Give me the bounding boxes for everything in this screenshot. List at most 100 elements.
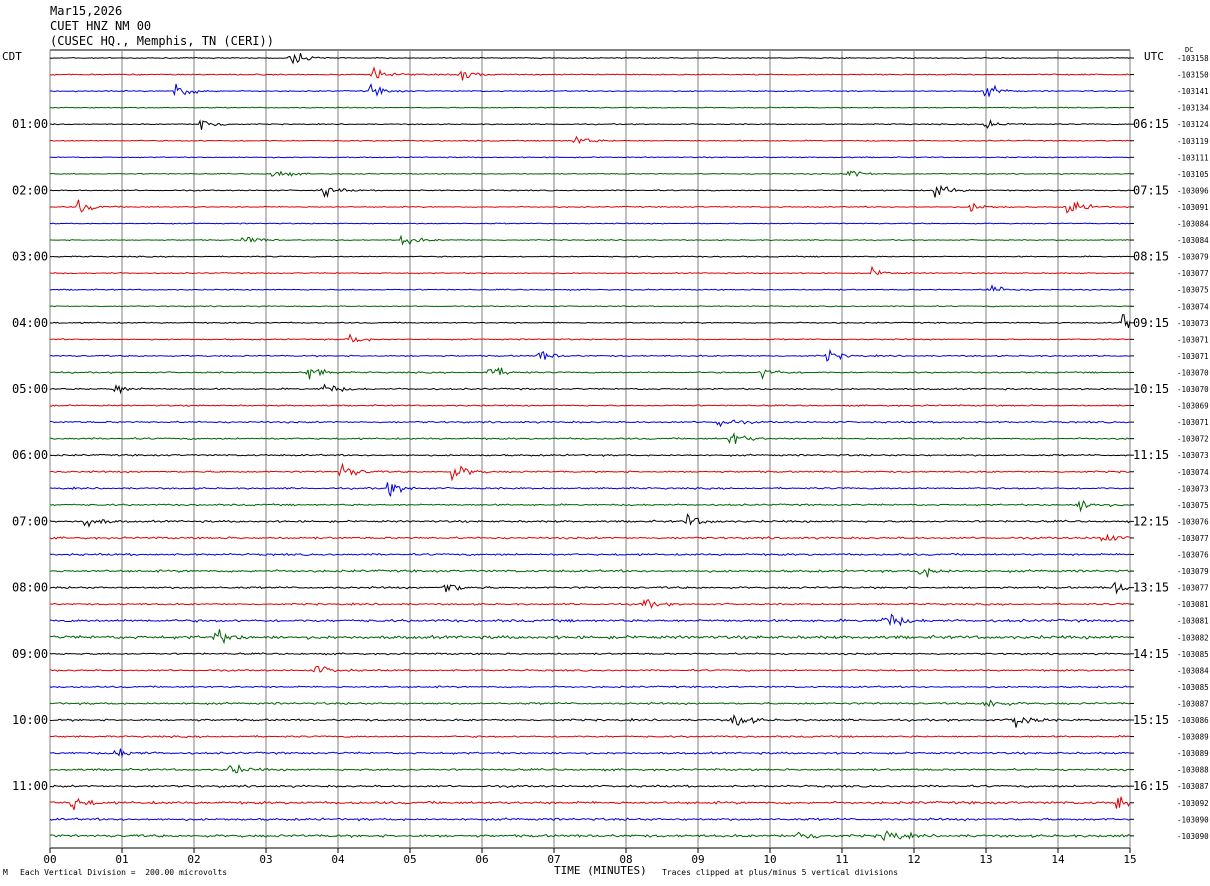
dc-offset-label: -103076 bbox=[1177, 551, 1209, 560]
dc-offset-label: -103073 bbox=[1177, 484, 1209, 493]
x-tick-label: 08 bbox=[619, 853, 632, 866]
seismic-trace bbox=[49, 118, 1131, 130]
dc-offset-label: -103081 bbox=[1177, 617, 1209, 626]
x-tick-label: 07 bbox=[547, 853, 560, 866]
left-hour-label: 10:00 bbox=[12, 713, 48, 727]
seismic-trace bbox=[49, 106, 1130, 109]
seismic-trace bbox=[49, 222, 1131, 225]
dc-offset-label: -103150 bbox=[1177, 71, 1209, 80]
seismic-trace bbox=[49, 499, 1131, 513]
seismic-trace bbox=[49, 333, 1131, 343]
seismic-trace bbox=[49, 419, 1131, 428]
right-hour-label: 07:15 bbox=[1133, 183, 1169, 197]
left-hour-label: 07:00 bbox=[12, 514, 48, 528]
left-hour-label: 09:00 bbox=[12, 647, 48, 661]
dc-offset-label: -103141 bbox=[1177, 87, 1209, 96]
seismic-trace bbox=[49, 184, 1131, 199]
dc-offset-label: -103091 bbox=[1177, 203, 1209, 212]
left-hour-label: 08:00 bbox=[12, 581, 48, 595]
seismic-trace bbox=[49, 156, 1131, 159]
seismic-trace bbox=[49, 699, 1131, 708]
left-hour-label: 04:00 bbox=[12, 316, 48, 330]
seismic-trace bbox=[49, 817, 1131, 822]
dc-offset-label: -103070 bbox=[1177, 368, 1209, 377]
seismic-trace bbox=[49, 367, 1131, 380]
x-tick-label: 06 bbox=[475, 853, 488, 866]
seismic-trace bbox=[49, 552, 1131, 557]
right-hour-label: 06:15 bbox=[1133, 117, 1169, 131]
dc-offset-label: -103085 bbox=[1177, 650, 1209, 659]
seismic-trace bbox=[49, 748, 1131, 758]
dc-offset-label: -103087 bbox=[1177, 782, 1209, 791]
dc-offset-label: -103158 bbox=[1177, 54, 1209, 63]
seismic-trace bbox=[49, 567, 1131, 578]
dc-offset-label: -103111 bbox=[1177, 153, 1209, 162]
seismic-trace bbox=[49, 265, 1131, 276]
dc-offset-label: -103084 bbox=[1177, 236, 1209, 245]
x-tick-label: 09 bbox=[691, 853, 704, 866]
dc-offset-label: -103074 bbox=[1177, 468, 1209, 477]
seismic-trace bbox=[49, 52, 1131, 65]
header-date: Mar15,2026 bbox=[50, 4, 123, 18]
dc-offset-label: -103089 bbox=[1177, 733, 1209, 742]
dc-offset-label: -103090 bbox=[1177, 832, 1209, 841]
left-hour-label: 11:00 bbox=[12, 779, 48, 793]
x-tick-label: 13 bbox=[979, 853, 992, 866]
seismic-trace bbox=[49, 383, 1131, 395]
right-hour-label: 14:15 bbox=[1133, 647, 1169, 661]
x-tick-label: 01 bbox=[115, 853, 128, 866]
dc-offset-label: -103074 bbox=[1177, 302, 1209, 311]
dc-offset-label: -103084 bbox=[1177, 666, 1209, 675]
dc-offset-label: -103085 bbox=[1177, 683, 1209, 692]
dc-offset-label: -103075 bbox=[1177, 501, 1209, 510]
seismic-trace bbox=[49, 305, 1131, 308]
seismic-trace bbox=[49, 734, 1131, 739]
right-zone-label: UTC bbox=[1144, 50, 1164, 63]
x-tick-label: 05 bbox=[403, 853, 416, 866]
dc-offset-label: -103070 bbox=[1177, 385, 1209, 394]
seismic-trace bbox=[49, 629, 1131, 645]
dc-offset-label: -103082 bbox=[1177, 633, 1209, 642]
seismic-trace bbox=[49, 581, 1131, 595]
x-axis-title: TIME (MINUTES) bbox=[554, 864, 647, 877]
dc-offset-label: -103134 bbox=[1177, 104, 1209, 113]
seismic-trace bbox=[49, 830, 1131, 842]
seismic-trace bbox=[49, 599, 1131, 610]
dc-offset-label: -103071 bbox=[1177, 418, 1209, 427]
seismic-trace bbox=[49, 533, 1131, 542]
header-station: CUET HNZ NM 00 bbox=[50, 19, 152, 33]
right-hour-label: 08:15 bbox=[1133, 250, 1169, 264]
seismic-trace bbox=[49, 199, 1131, 214]
dc-offset-label: -103084 bbox=[1177, 220, 1209, 229]
dc-offset-label: -103071 bbox=[1177, 352, 1209, 361]
dc-offset-label: -103088 bbox=[1177, 766, 1209, 775]
dc-offset-label: -103086 bbox=[1177, 716, 1209, 725]
dc-offset-label: -103105 bbox=[1177, 170, 1209, 179]
corner-mark: M bbox=[3, 868, 8, 877]
left-hour-label: 06:00 bbox=[12, 448, 48, 462]
dc-offset-label: -103079 bbox=[1177, 253, 1209, 262]
dc-offset-label: -103081 bbox=[1177, 600, 1209, 609]
header-location: (CUSEC HQ., Memphis, TN (CERI)) bbox=[50, 34, 274, 48]
dc-offset-label: -103092 bbox=[1177, 799, 1209, 808]
seismic-trace bbox=[49, 513, 1131, 528]
seismic-trace bbox=[49, 685, 1131, 689]
seismic-trace bbox=[49, 234, 1131, 246]
seismic-trace bbox=[49, 796, 1131, 811]
dc-label: DC bbox=[1185, 46, 1194, 54]
seismic-trace bbox=[49, 348, 1131, 362]
seismic-trace bbox=[49, 784, 1131, 788]
dc-offset-label: -103077 bbox=[1177, 584, 1209, 593]
x-tick-label: 02 bbox=[187, 853, 200, 866]
dc-offset-label: -103090 bbox=[1177, 815, 1209, 824]
x-tick-label: 12 bbox=[907, 853, 920, 866]
seismic-trace bbox=[49, 482, 1131, 497]
x-tick-label: 11 bbox=[835, 853, 848, 866]
seismic-trace bbox=[49, 431, 1131, 445]
right-hour-label: 16:15 bbox=[1133, 779, 1169, 793]
dc-offset-label: -103124 bbox=[1177, 120, 1209, 129]
dc-offset-label: -103073 bbox=[1177, 319, 1209, 328]
right-hour-label: 10:15 bbox=[1133, 382, 1169, 396]
right-hour-label: 11:15 bbox=[1133, 448, 1169, 462]
